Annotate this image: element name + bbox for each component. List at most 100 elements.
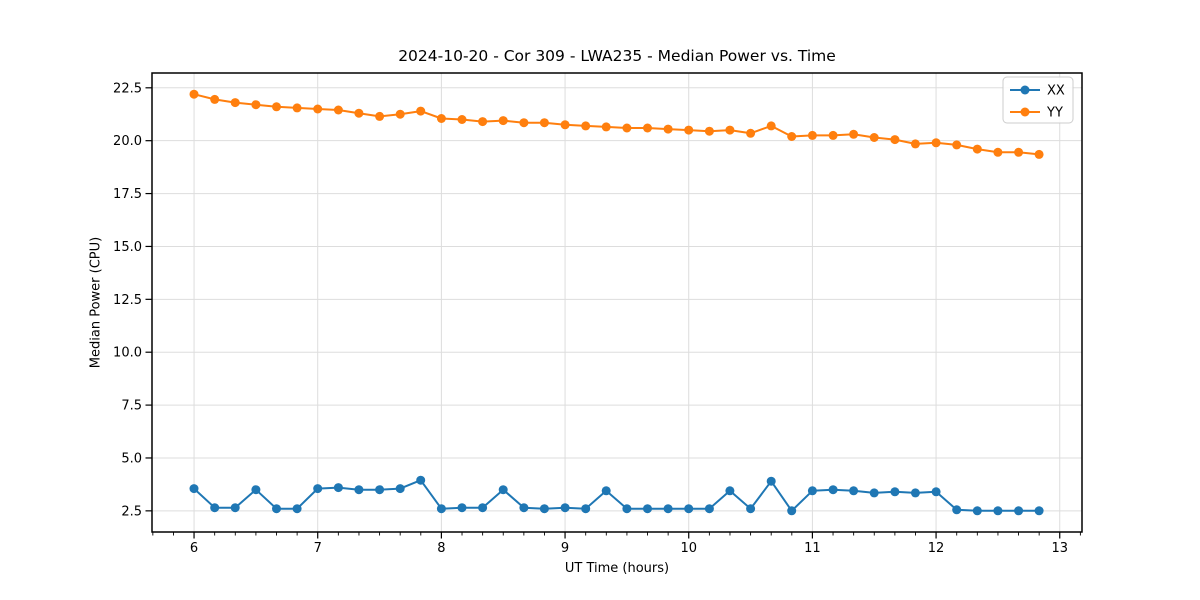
series-YY-point [354, 108, 364, 118]
series-XX-point [210, 503, 220, 513]
series-XX-point [519, 503, 529, 513]
series-YY-point [210, 94, 220, 104]
chart-title: 2024-10-20 - Cor 309 - LWA235 - Median P… [398, 47, 836, 65]
series-YY-point [849, 129, 859, 139]
series-XX-point [828, 485, 838, 495]
series-XX-point [581, 504, 591, 514]
series-YY-point [395, 109, 405, 119]
series-XX-point [643, 504, 652, 514]
series-XX-point [849, 486, 859, 496]
series-XX-point [436, 504, 446, 514]
series-YY-point [601, 122, 611, 132]
x-tick-label: 10 [680, 541, 697, 556]
series-XX-point [189, 484, 199, 494]
series-XX-point [354, 485, 364, 495]
series-YY-point [725, 125, 735, 135]
series-YY-point [230, 98, 240, 108]
x-tick-label: 6 [190, 541, 198, 556]
series-YY-point [746, 128, 756, 138]
series-XX-point [395, 484, 405, 494]
series-XX-point [807, 486, 817, 496]
series-YY-point [539, 118, 549, 128]
series-YY-point [560, 120, 570, 130]
series-XX-point [663, 504, 673, 514]
series-YY-point [807, 130, 817, 140]
y-tick-label: 15.0 [113, 240, 142, 255]
series-XX-point [766, 476, 776, 486]
plot-area-box [151, 72, 1083, 533]
series-XX-point [1034, 506, 1044, 516]
series-YY-point [375, 111, 385, 121]
legend-sample-marker-YY [1020, 107, 1030, 117]
series-YY-point [766, 121, 776, 131]
y-tick-label: 17.5 [113, 187, 142, 202]
series-YY-point [292, 103, 302, 113]
series-XX-point [931, 487, 941, 497]
x-tick-label: 11 [804, 541, 821, 556]
series-YY-point [890, 135, 900, 145]
series-XX-point [416, 475, 426, 485]
y-tick-label: 12.5 [113, 293, 142, 308]
series-YY-point [1034, 149, 1044, 159]
series-XX-point [375, 485, 385, 495]
series-YY-point [952, 140, 962, 150]
series-YY-point [478, 117, 488, 127]
series-YY-point [333, 105, 343, 115]
series-XX-point [704, 504, 714, 514]
series-XX-point [313, 484, 323, 494]
series-XX-point [539, 504, 549, 514]
series-YY-point [704, 126, 714, 136]
y-tick-label: 20.0 [113, 134, 142, 149]
legend-label-XX: XX [1047, 84, 1065, 99]
series-XX-point [869, 488, 879, 498]
series-YY-point [436, 114, 446, 123]
x-axis-label: UT Time (hours) [564, 561, 670, 576]
series-XX-point [910, 488, 920, 498]
series-XX-point [478, 503, 488, 513]
x-tick-label: 7 [314, 541, 322, 556]
x-tick-label: 9 [561, 541, 569, 556]
series-YY-point [787, 132, 797, 141]
series-XX-point [725, 486, 735, 496]
x-tick-label: 12 [928, 541, 945, 556]
y-tick-label: 5.0 [121, 451, 142, 466]
series-YY-point [869, 133, 879, 142]
series-XX-point [230, 503, 240, 513]
series-YY-point [581, 121, 591, 131]
y-tick-label: 2.5 [121, 504, 142, 519]
series-YY-point [972, 144, 982, 154]
series-XX-point [684, 504, 694, 514]
series-XX-point [972, 506, 982, 516]
series-XX-point [498, 485, 508, 495]
series-YY-point [313, 104, 323, 114]
series-YY-point [643, 123, 652, 133]
series-XX-point [993, 506, 1003, 516]
series-YY-point [663, 124, 673, 134]
series-YY-point [684, 125, 694, 135]
series-XX-point [333, 483, 343, 493]
series-YY-point [828, 130, 838, 140]
series-YY-point [498, 116, 508, 126]
series-YY-point [272, 102, 281, 112]
series-YY-point [993, 147, 1003, 157]
series-XX-point [292, 504, 302, 514]
series-YY-point [457, 115, 467, 124]
series-XX-point [1014, 506, 1024, 516]
y-tick-label: 10.0 [113, 346, 142, 361]
series-YY-point [189, 89, 199, 99]
series-XX-point [251, 485, 261, 495]
legend-label-YY: YY [1046, 106, 1063, 121]
series-XX-point [746, 504, 756, 514]
series-XX-point [622, 504, 632, 514]
series-YY-point [910, 139, 920, 149]
series-YY-point [416, 106, 426, 116]
series-XX-point [952, 505, 962, 515]
series-XX-point [272, 504, 281, 514]
series-XX-point [601, 486, 611, 496]
y-axis-label: Median Power (CPU) [88, 236, 104, 369]
legend-sample-marker-XX [1020, 85, 1030, 95]
series-YY-point [251, 100, 261, 110]
series-XX-point [787, 506, 797, 516]
